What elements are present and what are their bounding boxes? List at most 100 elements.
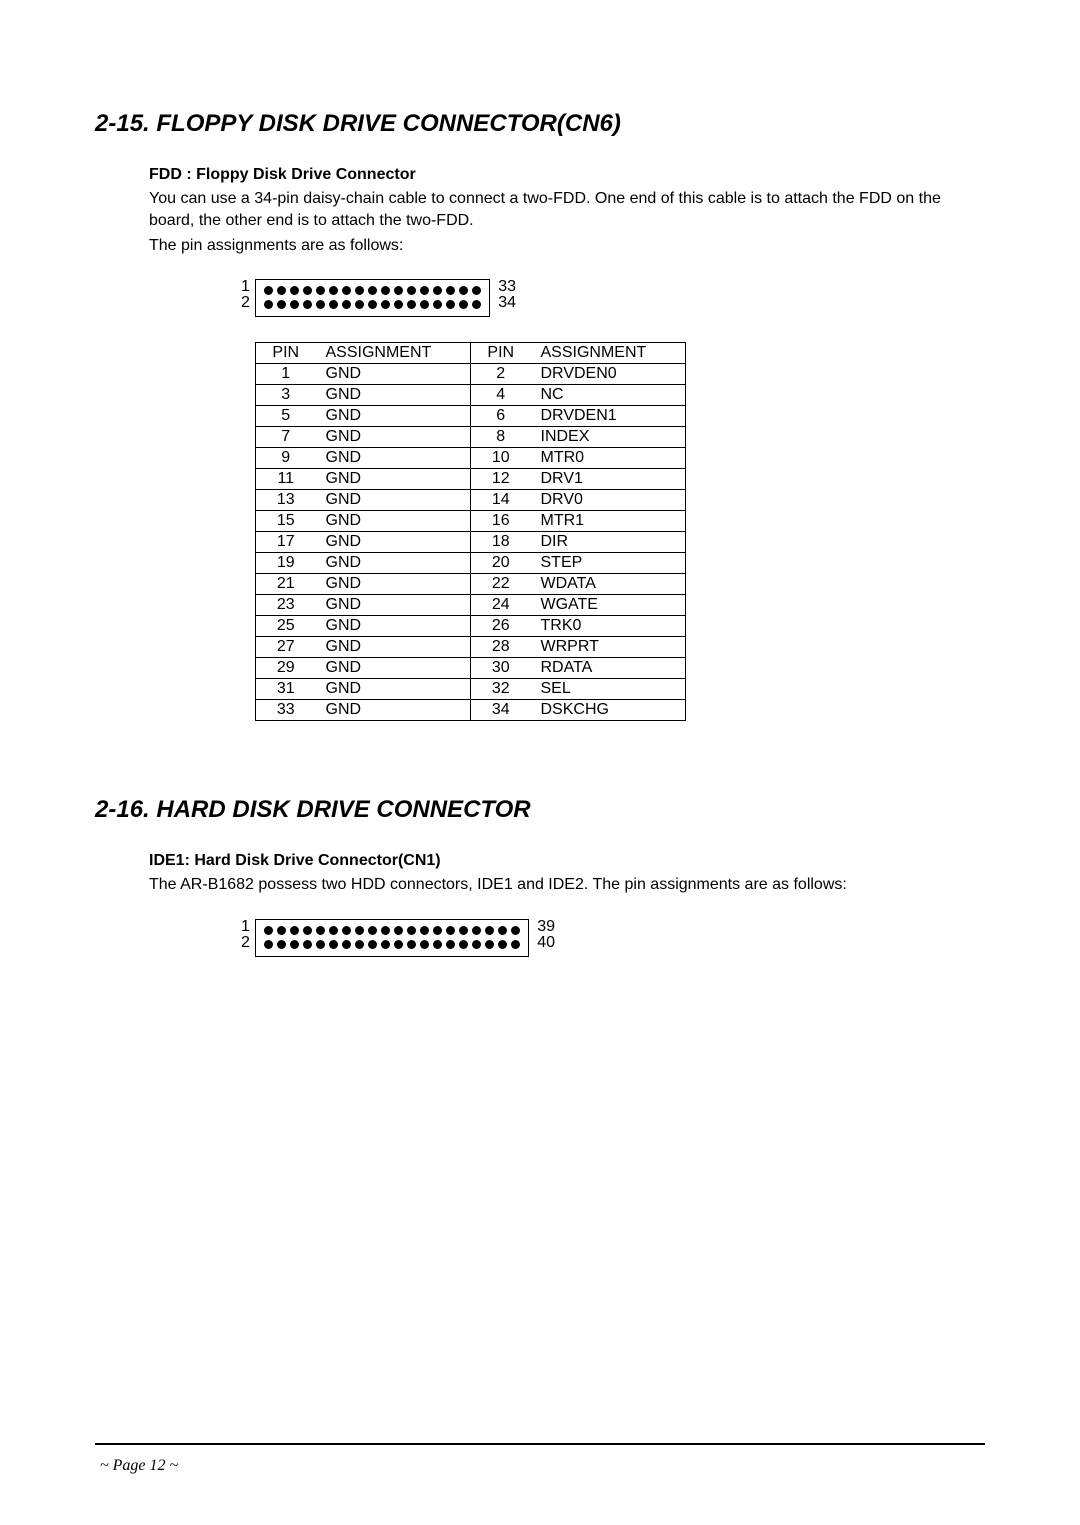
table-row: 29GND30RDATA bbox=[256, 658, 686, 679]
pin-dot bbox=[316, 300, 325, 309]
table-cell: 8 bbox=[471, 427, 531, 448]
pin-dot bbox=[433, 940, 442, 949]
table-cell: GND bbox=[316, 700, 471, 721]
table-cell: 24 bbox=[471, 595, 531, 616]
pin-dot bbox=[264, 300, 273, 309]
table-header: ASSIGNMENT bbox=[531, 343, 686, 364]
pin-dot bbox=[420, 300, 429, 309]
footer-rule bbox=[95, 1443, 985, 1445]
table-cell: DSKCHG bbox=[531, 700, 686, 721]
hdd-pin-label-2: 2 bbox=[241, 934, 250, 952]
pin-dot bbox=[407, 300, 416, 309]
pin-dot bbox=[381, 940, 390, 949]
pin-dot bbox=[381, 926, 390, 935]
table-header: ASSIGNMENT bbox=[316, 343, 471, 364]
fdd-paragraph-1: You can use a 34-pin daisy-chain cable t… bbox=[149, 188, 985, 233]
section-heading-fdd: 2-15. FLOPPY DISK DRIVE CONNECTOR(CN6) bbox=[95, 110, 985, 138]
table-cell: 15 bbox=[256, 511, 316, 532]
fdd-connector-diagram: 1 2 33 34 bbox=[255, 279, 490, 317]
fdd-pin-label-2: 2 bbox=[241, 294, 250, 312]
table-cell: 26 bbox=[471, 616, 531, 637]
table-row: 17GND18DIR bbox=[256, 532, 686, 553]
table-cell: 4 bbox=[471, 385, 531, 406]
table-cell: 2 bbox=[471, 364, 531, 385]
pin-dot bbox=[277, 940, 286, 949]
pin-dot bbox=[485, 926, 494, 935]
pin-dot bbox=[329, 300, 338, 309]
table-cell: GND bbox=[316, 658, 471, 679]
table-cell: 17 bbox=[256, 532, 316, 553]
table-cell: DRVDEN0 bbox=[531, 364, 686, 385]
pin-dot bbox=[459, 286, 468, 295]
table-cell: 29 bbox=[256, 658, 316, 679]
pin-dot bbox=[433, 286, 442, 295]
pin-dot bbox=[498, 926, 507, 935]
table-cell: MTR0 bbox=[531, 448, 686, 469]
section-heading-hdd: 2-16. HARD DISK DRIVE CONNECTOR bbox=[95, 796, 985, 824]
table-cell: 12 bbox=[471, 469, 531, 490]
pin-dot bbox=[459, 926, 468, 935]
pin-dot bbox=[355, 300, 364, 309]
table-cell: GND bbox=[316, 637, 471, 658]
pin-dot bbox=[407, 940, 416, 949]
table-cell: GND bbox=[316, 553, 471, 574]
pin-dot bbox=[433, 300, 442, 309]
table-cell: WGATE bbox=[531, 595, 686, 616]
pin-dot bbox=[290, 300, 299, 309]
table-row: 7GND8INDEX bbox=[256, 427, 686, 448]
table-cell: GND bbox=[316, 616, 471, 637]
hdd-connector-diagram: 1 2 39 40 bbox=[255, 919, 529, 957]
pin-dot bbox=[316, 286, 325, 295]
pin-dot bbox=[277, 286, 286, 295]
pin-dot bbox=[303, 286, 312, 295]
table-row: 31GND32SEL bbox=[256, 679, 686, 700]
pin-dot bbox=[264, 926, 273, 935]
table-cell: 13 bbox=[256, 490, 316, 511]
table-cell: GND bbox=[316, 385, 471, 406]
table-row: 27GND28WRPRT bbox=[256, 637, 686, 658]
fdd-pin-label-34: 34 bbox=[498, 294, 516, 312]
table-cell: DIR bbox=[531, 532, 686, 553]
table-cell: 21 bbox=[256, 574, 316, 595]
pin-dot bbox=[290, 926, 299, 935]
pin-dot bbox=[303, 300, 312, 309]
table-cell: 25 bbox=[256, 616, 316, 637]
hdd-paragraph-1: The AR-B1682 possess two HDD connectors,… bbox=[149, 874, 985, 896]
pin-dot bbox=[277, 300, 286, 309]
pin-dot bbox=[368, 940, 377, 949]
table-cell: STEP bbox=[531, 553, 686, 574]
pin-dot bbox=[303, 926, 312, 935]
table-cell: SEL bbox=[531, 679, 686, 700]
table-cell: 19 bbox=[256, 553, 316, 574]
pin-dot bbox=[433, 926, 442, 935]
pin-dot bbox=[511, 926, 520, 935]
table-row: 11GND12DRV1 bbox=[256, 469, 686, 490]
table-cell: 6 bbox=[471, 406, 531, 427]
pin-dot bbox=[485, 940, 494, 949]
pin-dot bbox=[472, 300, 481, 309]
pin-dot bbox=[446, 300, 455, 309]
table-cell: NC bbox=[531, 385, 686, 406]
table-cell: 9 bbox=[256, 448, 316, 469]
table-cell: TRK0 bbox=[531, 616, 686, 637]
fdd-subheading: FDD : Floppy Disk Drive Connector bbox=[149, 166, 985, 184]
pin-dot bbox=[277, 926, 286, 935]
table-row: 21GND22WDATA bbox=[256, 574, 686, 595]
pin-dot bbox=[394, 940, 403, 949]
pin-dot bbox=[498, 940, 507, 949]
table-cell: GND bbox=[316, 574, 471, 595]
pin-dot bbox=[446, 926, 455, 935]
pin-dot bbox=[355, 940, 364, 949]
table-cell: 20 bbox=[471, 553, 531, 574]
table-cell: GND bbox=[316, 490, 471, 511]
table-row: 19GND20STEP bbox=[256, 553, 686, 574]
table-cell: GND bbox=[316, 532, 471, 553]
table-cell: GND bbox=[316, 469, 471, 490]
table-cell: GND bbox=[316, 595, 471, 616]
table-cell: 1 bbox=[256, 364, 316, 385]
pin-dot bbox=[355, 926, 364, 935]
table-header: PIN bbox=[471, 343, 531, 364]
pin-dot bbox=[342, 300, 351, 309]
pin-dot bbox=[407, 926, 416, 935]
table-cell: 30 bbox=[471, 658, 531, 679]
